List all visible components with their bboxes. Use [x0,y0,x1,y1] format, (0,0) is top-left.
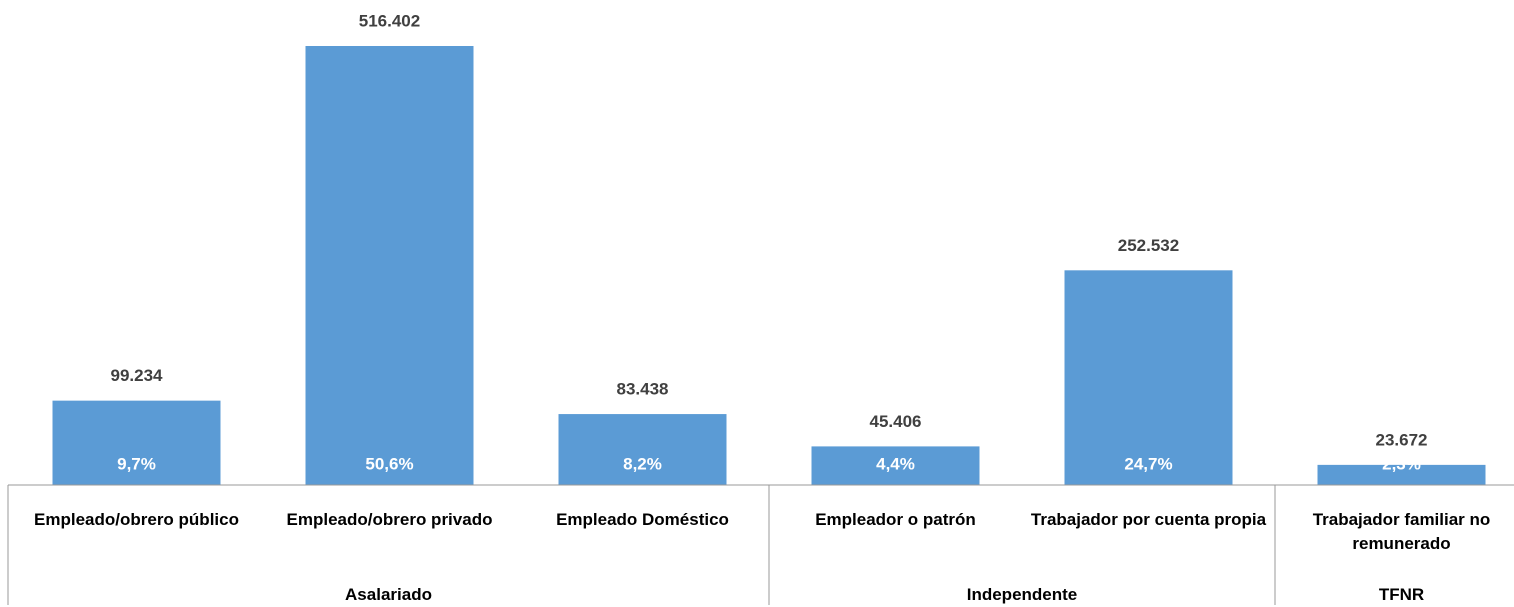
bar [1064,270,1233,485]
x-tick-label: Empleador o patrón [815,510,976,529]
value-label: 516.402 [359,11,420,30]
value-label: 83.438 [617,380,669,399]
share-label: 8,2% [623,454,662,473]
share-label: 4,4% [876,454,915,473]
bar [558,414,727,485]
x-tick-label: Trabajador por cuenta propia [1030,510,1267,529]
value-label: 99.234 [111,366,164,385]
group-label: Asalariado [345,585,432,604]
group-label: Independente [966,585,1078,604]
x-tick-label: Trabajador familiar no remunerado [1312,510,1491,553]
bar [1317,464,1486,485]
share-label: 2,3% [1382,454,1421,473]
share-label: 24,7% [1124,454,1172,473]
group-label: TFNR [1378,585,1425,604]
x-tick-label: Empleado Doméstico [556,510,729,529]
x-tick-label: Empleado/obrero privado [286,510,493,529]
value-label: 23.672 [1376,430,1428,449]
bar [52,400,221,485]
bar [305,46,474,485]
x-tick-label: Empleado/obrero público [34,510,239,529]
share-label: 50,6% [365,454,413,473]
value-label: 252.532 [1118,236,1179,255]
value-label: 45.406 [870,412,922,431]
share-label: 9,7% [117,454,156,473]
bar [811,446,980,485]
